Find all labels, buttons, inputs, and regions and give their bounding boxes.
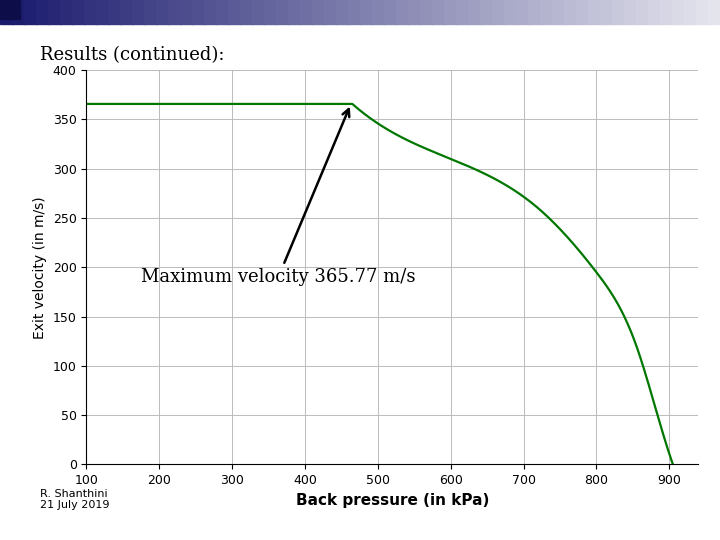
Text: R. Shanthini
21 July 2019: R. Shanthini 21 July 2019 — [40, 489, 109, 510]
Text: Maximum velocity 365.77 m/s: Maximum velocity 365.77 m/s — [141, 109, 415, 286]
X-axis label: Back pressure (in kPa): Back pressure (in kPa) — [296, 492, 489, 508]
Y-axis label: Exit velocity (in m/s): Exit velocity (in m/s) — [33, 196, 48, 339]
Text: Results (continued):: Results (continued): — [40, 46, 224, 64]
